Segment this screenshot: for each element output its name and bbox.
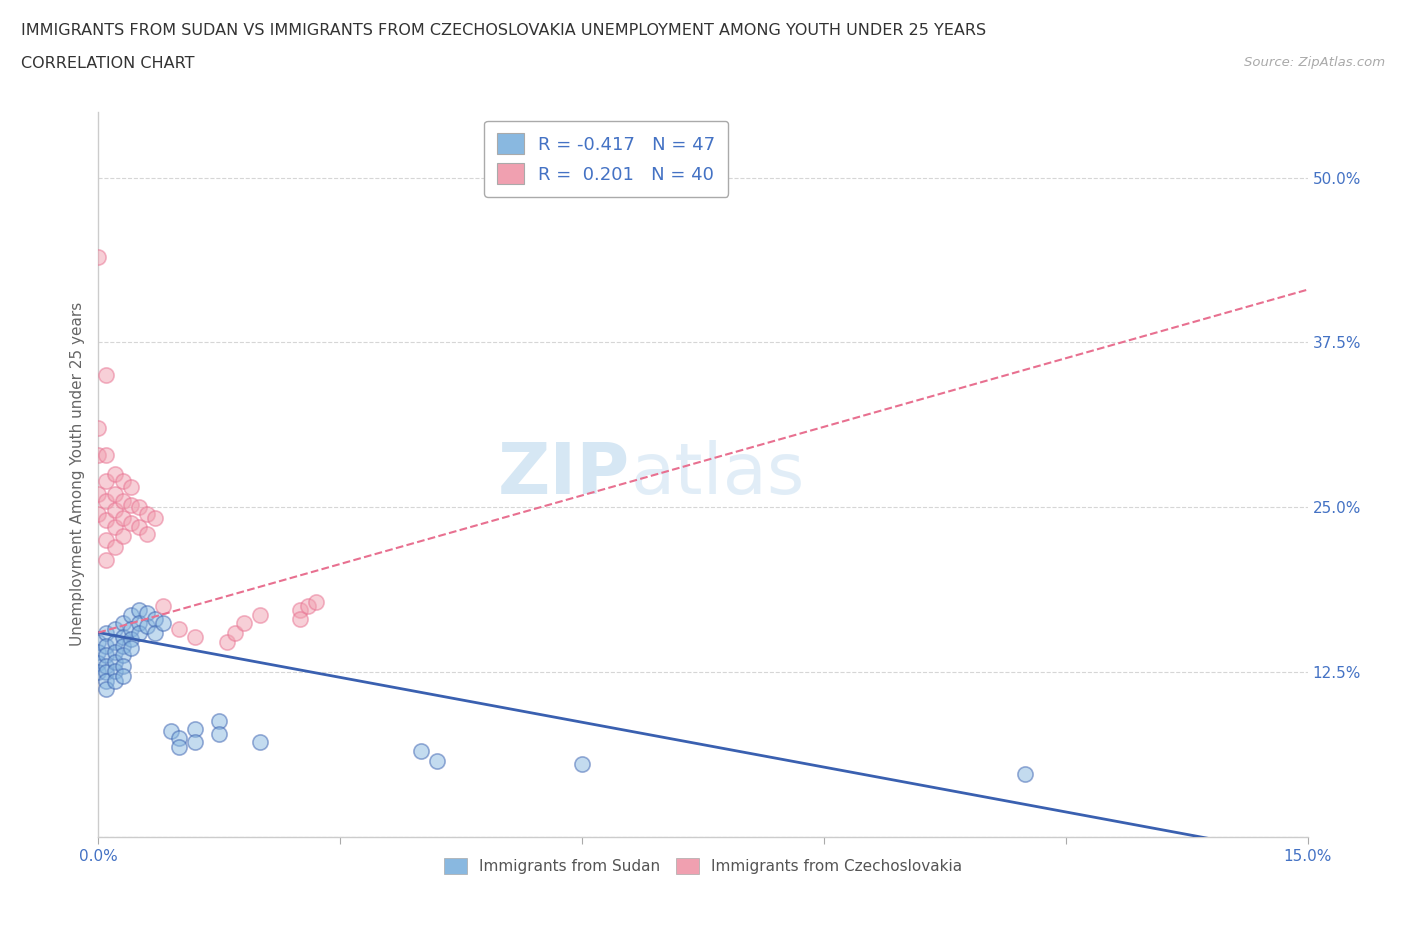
- Point: [152, 616, 174, 631]
- Point: [120, 498, 142, 512]
- Point: [96, 552, 118, 567]
- Point: [160, 724, 183, 739]
- Point: [111, 473, 134, 488]
- Text: atlas: atlas: [630, 440, 804, 509]
- Point: [87, 665, 110, 680]
- Point: [143, 612, 166, 627]
- Y-axis label: Unemployment Among Youth under 25 years: Unemployment Among Youth under 25 years: [69, 302, 84, 646]
- Point: [208, 726, 231, 741]
- Point: [167, 740, 190, 755]
- Point: [288, 612, 311, 627]
- Point: [87, 249, 110, 264]
- Point: [111, 638, 134, 653]
- Point: [96, 674, 118, 689]
- Point: [120, 515, 142, 530]
- Point: [184, 629, 207, 644]
- Point: [184, 735, 207, 750]
- Point: [135, 526, 157, 541]
- Point: [135, 605, 157, 620]
- Point: [96, 625, 118, 640]
- Point: [111, 658, 134, 673]
- Point: [111, 493, 134, 508]
- Point: [103, 634, 125, 649]
- Point: [87, 644, 110, 659]
- Point: [111, 669, 134, 684]
- Point: [128, 616, 150, 631]
- Point: [96, 473, 118, 488]
- Point: [87, 420, 110, 435]
- Point: [409, 744, 432, 759]
- Point: [288, 603, 311, 618]
- Point: [571, 757, 593, 772]
- Point: [217, 634, 239, 649]
- Point: [103, 663, 125, 678]
- Point: [152, 599, 174, 614]
- Point: [87, 486, 110, 501]
- Point: [167, 731, 190, 746]
- Point: [103, 621, 125, 636]
- Text: Source: ZipAtlas.com: Source: ZipAtlas.com: [1244, 56, 1385, 69]
- Point: [96, 513, 118, 528]
- Point: [87, 507, 110, 522]
- Point: [87, 656, 110, 671]
- Point: [103, 486, 125, 501]
- Point: [208, 713, 231, 728]
- Text: CORRELATION CHART: CORRELATION CHART: [21, 56, 194, 71]
- Text: IMMIGRANTS FROM SUDAN VS IMMIGRANTS FROM CZECHOSLOVAKIA UNEMPLOYMENT AMONG YOUTH: IMMIGRANTS FROM SUDAN VS IMMIGRANTS FROM…: [21, 23, 986, 38]
- Legend: Immigrants from Sudan, Immigrants from Czechoslovakia: Immigrants from Sudan, Immigrants from C…: [439, 852, 967, 880]
- Point: [96, 533, 118, 548]
- Point: [128, 520, 150, 535]
- Point: [87, 447, 110, 462]
- Point: [305, 595, 328, 610]
- Point: [232, 616, 254, 631]
- Point: [120, 621, 142, 636]
- Point: [167, 621, 190, 636]
- Point: [103, 467, 125, 482]
- Point: [103, 644, 125, 659]
- Point: [96, 682, 118, 697]
- Point: [135, 618, 157, 633]
- Point: [297, 599, 319, 614]
- Point: [103, 539, 125, 554]
- Point: [111, 629, 134, 644]
- Point: [96, 647, 118, 662]
- Point: [1014, 766, 1036, 781]
- Point: [249, 735, 271, 750]
- Point: [135, 507, 157, 522]
- Point: [111, 529, 134, 544]
- Point: [96, 368, 118, 383]
- Point: [120, 608, 142, 623]
- Point: [103, 502, 125, 517]
- Point: [143, 511, 166, 525]
- Point: [120, 480, 142, 495]
- Point: [143, 625, 166, 640]
- Text: ZIP: ZIP: [498, 440, 630, 509]
- Point: [111, 647, 134, 662]
- Point: [96, 493, 118, 508]
- Point: [96, 447, 118, 462]
- Point: [111, 511, 134, 525]
- Point: [96, 658, 118, 673]
- Point: [128, 625, 150, 640]
- Point: [103, 674, 125, 689]
- Point: [120, 631, 142, 646]
- Point: [87, 634, 110, 649]
- Point: [96, 638, 118, 653]
- Point: [426, 753, 449, 768]
- Point: [128, 603, 150, 618]
- Point: [120, 641, 142, 656]
- Point: [96, 665, 118, 680]
- Point: [111, 616, 134, 631]
- Point: [103, 654, 125, 669]
- Point: [249, 608, 271, 623]
- Point: [128, 499, 150, 514]
- Point: [184, 722, 207, 737]
- Point: [103, 520, 125, 535]
- Point: [224, 625, 246, 640]
